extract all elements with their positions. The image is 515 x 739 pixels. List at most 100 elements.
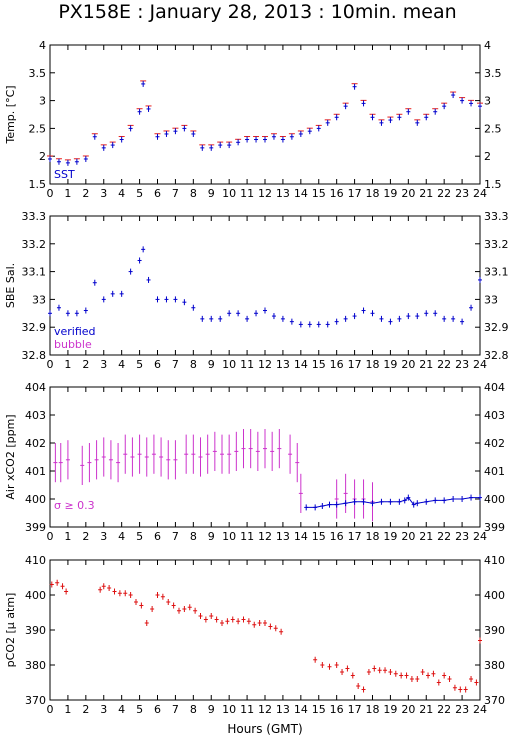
y-tick-label-right: 380 [484, 659, 505, 672]
x-tick-label: 17 [348, 703, 362, 716]
x-tick-label: 4 [118, 530, 125, 543]
y-tick-label-right: 33.1 [484, 266, 509, 279]
y-tick-label-left: 400 [25, 493, 46, 506]
y-axis-label: Air xCO2 [ppm] [4, 414, 17, 499]
x-tick-label: 16 [330, 187, 344, 200]
y-tick-label-right: 3.5 [484, 67, 502, 80]
x-tick-label: 16 [330, 358, 344, 371]
x-tick-label: 12 [258, 187, 272, 200]
x-tick-label: 2 [82, 530, 89, 543]
chart-title: PX158E : January 28, 2013 : 10min. mean [58, 1, 457, 23]
y-tick-label-right: 400 [484, 493, 505, 506]
x-tick-label: 5 [136, 530, 143, 543]
x-tick-label: 22 [437, 530, 451, 543]
x-tick-label: 7 [172, 703, 179, 716]
x-tick-label: 8 [190, 358, 197, 371]
x-tick-label: 5 [136, 187, 143, 200]
y-tick-label-left: 3.5 [29, 67, 47, 80]
x-tick-label: 10 [222, 358, 236, 371]
x-tick-label: 20 [401, 358, 415, 371]
y-tick-label-right: 400 [484, 589, 505, 602]
x-tick-label: 21 [419, 358, 433, 371]
y-tick-label-right: 390 [484, 624, 505, 637]
x-tick-label: 2 [82, 358, 89, 371]
y-tick-label-left: 33.1 [22, 266, 47, 279]
x-tick-label: 24 [473, 187, 487, 200]
y-tick-label-left: 390 [25, 624, 46, 637]
x-tick-label: 19 [383, 530, 397, 543]
x-tick-label: 22 [437, 358, 451, 371]
x-tick-label: 13 [276, 187, 290, 200]
x-tick-label: 3 [100, 703, 107, 716]
x-tick-label: 16 [330, 703, 344, 716]
x-tick-label: 18 [366, 530, 380, 543]
x-tick-label: 20 [401, 530, 415, 543]
x-tick-label: 23 [455, 187, 469, 200]
x-tick-label: 1 [64, 358, 71, 371]
x-tick-label: 18 [366, 703, 380, 716]
x-tick-label: 14 [294, 703, 308, 716]
x-tick-label: 1 [64, 703, 71, 716]
x-tick-label: 13 [276, 703, 290, 716]
x-tick-label: 4 [118, 358, 125, 371]
x-tick-label: 21 [419, 703, 433, 716]
x-tick-label: 13 [276, 530, 290, 543]
y-axis-label: pCO2 [µ atm] [4, 593, 17, 668]
x-tick-label: 0 [47, 358, 54, 371]
y-tick-label-right: 1.5 [484, 178, 502, 191]
y-tick-label-left: 399 [25, 521, 46, 534]
x-tick-label: 1 [64, 530, 71, 543]
x-tick-label: 14 [294, 530, 308, 543]
x-tick-label: 9 [208, 358, 215, 371]
y-tick-label-right: 404 [484, 381, 505, 394]
y-tick-label-left: 401 [25, 465, 46, 478]
x-tick-label: 18 [366, 187, 380, 200]
x-tick-label: 6 [154, 703, 161, 716]
x-tick-label: 6 [154, 530, 161, 543]
x-tick-label: 9 [208, 703, 215, 716]
x-tick-label: 19 [383, 358, 397, 371]
x-tick-label: 14 [294, 187, 308, 200]
x-tick-label: 18 [366, 358, 380, 371]
y-tick-label-left: 33.2 [22, 238, 47, 251]
y-tick-label-right: 399 [484, 521, 505, 534]
x-tick-label: 5 [136, 358, 143, 371]
x-tick-label: 17 [348, 530, 362, 543]
y-tick-label-right: 33 [484, 293, 498, 306]
x-tick-label: 6 [154, 358, 161, 371]
legend-bubble: bubble [54, 338, 92, 351]
x-tick-label: 11 [240, 703, 254, 716]
y-tick-label-left: 410 [25, 554, 46, 567]
y-tick-label-left: 404 [25, 381, 46, 394]
x-tick-label: 11 [240, 358, 254, 371]
x-tick-label: 10 [222, 187, 236, 200]
y-tick-label-right: 32.8 [484, 349, 509, 362]
x-tick-label: 19 [383, 187, 397, 200]
x-tick-label: 0 [47, 187, 54, 200]
x-tick-label: 19 [383, 703, 397, 716]
y-tick-label-right: 370 [484, 694, 505, 707]
y-tick-label-left: 370 [25, 694, 46, 707]
y-tick-label-left: 2.5 [29, 122, 47, 135]
x-tick-label: 23 [455, 530, 469, 543]
y-axis-label: SBE Sal. [4, 263, 17, 308]
x-tick-label: 23 [455, 703, 469, 716]
x-tick-label: 8 [190, 530, 197, 543]
y-tick-label-right: 3 [484, 95, 491, 108]
x-tick-label: 13 [276, 358, 290, 371]
x-tick-label: 22 [437, 187, 451, 200]
x-tick-label: 8 [190, 187, 197, 200]
x-tick-label: 2 [82, 703, 89, 716]
y-tick-label-left: 32.9 [22, 321, 47, 334]
x-tick-label: 15 [312, 703, 326, 716]
y-tick-label-right: 410 [484, 554, 505, 567]
x-tick-label: 3 [100, 187, 107, 200]
y-tick-label-right: 401 [484, 465, 505, 478]
x-tick-label: 7 [172, 187, 179, 200]
x-tick-label: 9 [208, 530, 215, 543]
y-axis-label: Temp. [°C] [4, 85, 17, 144]
x-tick-label: 7 [172, 530, 179, 543]
x-tick-label: 22 [437, 703, 451, 716]
x-tick-label: 9 [208, 187, 215, 200]
